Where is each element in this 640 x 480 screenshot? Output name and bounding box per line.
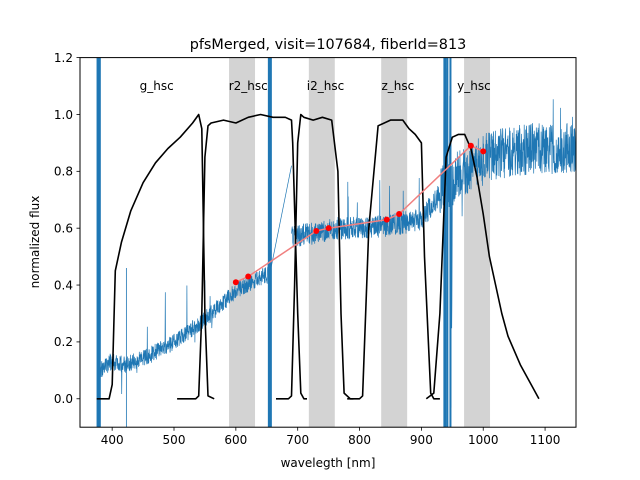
band-i2_hsc bbox=[308, 57, 335, 428]
x-tick-label: 1000 bbox=[468, 433, 499, 447]
filter-label-i2_hsc: i2_hsc bbox=[307, 79, 344, 93]
photometry-point bbox=[383, 216, 390, 223]
photometry-point bbox=[245, 273, 252, 280]
x-tick-label: 600 bbox=[224, 433, 247, 447]
photometry-point bbox=[313, 228, 320, 235]
y-tick-label: 0.8 bbox=[54, 165, 73, 179]
x-tick-label: 700 bbox=[286, 433, 309, 447]
x-tick-label: 800 bbox=[348, 433, 371, 447]
chart-title: pfsMerged, visit=107684, fiberId=813 bbox=[190, 37, 467, 53]
filter-curve-y_hsc bbox=[425, 133, 540, 400]
y-axis-ticks: 0.0 0.2 0.4 0.6 0.8 1.0 1.2 bbox=[54, 51, 80, 406]
photometry-point bbox=[467, 142, 474, 149]
x-axis-ticks: 400 500 600 700 800 900 1000 1100 bbox=[101, 427, 561, 447]
spectrum-series bbox=[96, 57, 576, 428]
y-tick-label: 1.2 bbox=[54, 51, 73, 65]
filter-curve-r2_hsc bbox=[177, 113, 307, 400]
photometry-point bbox=[325, 225, 332, 232]
y-tick-label: 0.6 bbox=[54, 221, 73, 235]
photometry-series bbox=[232, 142, 487, 286]
plot-frame bbox=[79, 57, 577, 428]
x-tick-label: 400 bbox=[101, 433, 124, 447]
x-axis-label: wavelegth [nm] bbox=[281, 456, 376, 470]
photometry-point bbox=[396, 210, 403, 217]
filter-curve-z_hsc bbox=[347, 119, 440, 400]
x-tick-label: 500 bbox=[163, 433, 186, 447]
y-tick-label: 0.2 bbox=[54, 335, 73, 349]
filter-label-y_hsc: y_hsc bbox=[457, 79, 491, 93]
filter-bands bbox=[229, 57, 491, 428]
filter-labels: g_hsc r2_hsc i2_hsc z_hsc y_hsc bbox=[140, 79, 491, 93]
filter-label-r2_hsc: r2_hsc bbox=[229, 79, 268, 93]
y-tick-label: 0.0 bbox=[54, 392, 73, 406]
filter-label-z_hsc: z_hsc bbox=[382, 79, 415, 93]
photometry-point bbox=[232, 279, 239, 286]
x-tick-label: 900 bbox=[410, 433, 433, 447]
photometry-line bbox=[235, 144, 484, 283]
filter-curve-i2_hsc bbox=[276, 113, 354, 400]
band-r2_hsc bbox=[229, 57, 256, 428]
filter-curves bbox=[96, 113, 540, 400]
x-tick-label: 1100 bbox=[530, 433, 561, 447]
y-axis-label: normalized flux bbox=[28, 196, 42, 289]
spectrum-gap-line bbox=[269, 165, 292, 274]
y-tick-label: 1.0 bbox=[54, 108, 73, 122]
photometry-point bbox=[480, 148, 487, 155]
band-z_hsc bbox=[381, 57, 408, 428]
band-y_hsc bbox=[464, 57, 491, 428]
y-tick-label: 0.4 bbox=[54, 278, 73, 292]
filter-label-g_hsc: g_hsc bbox=[140, 79, 174, 93]
